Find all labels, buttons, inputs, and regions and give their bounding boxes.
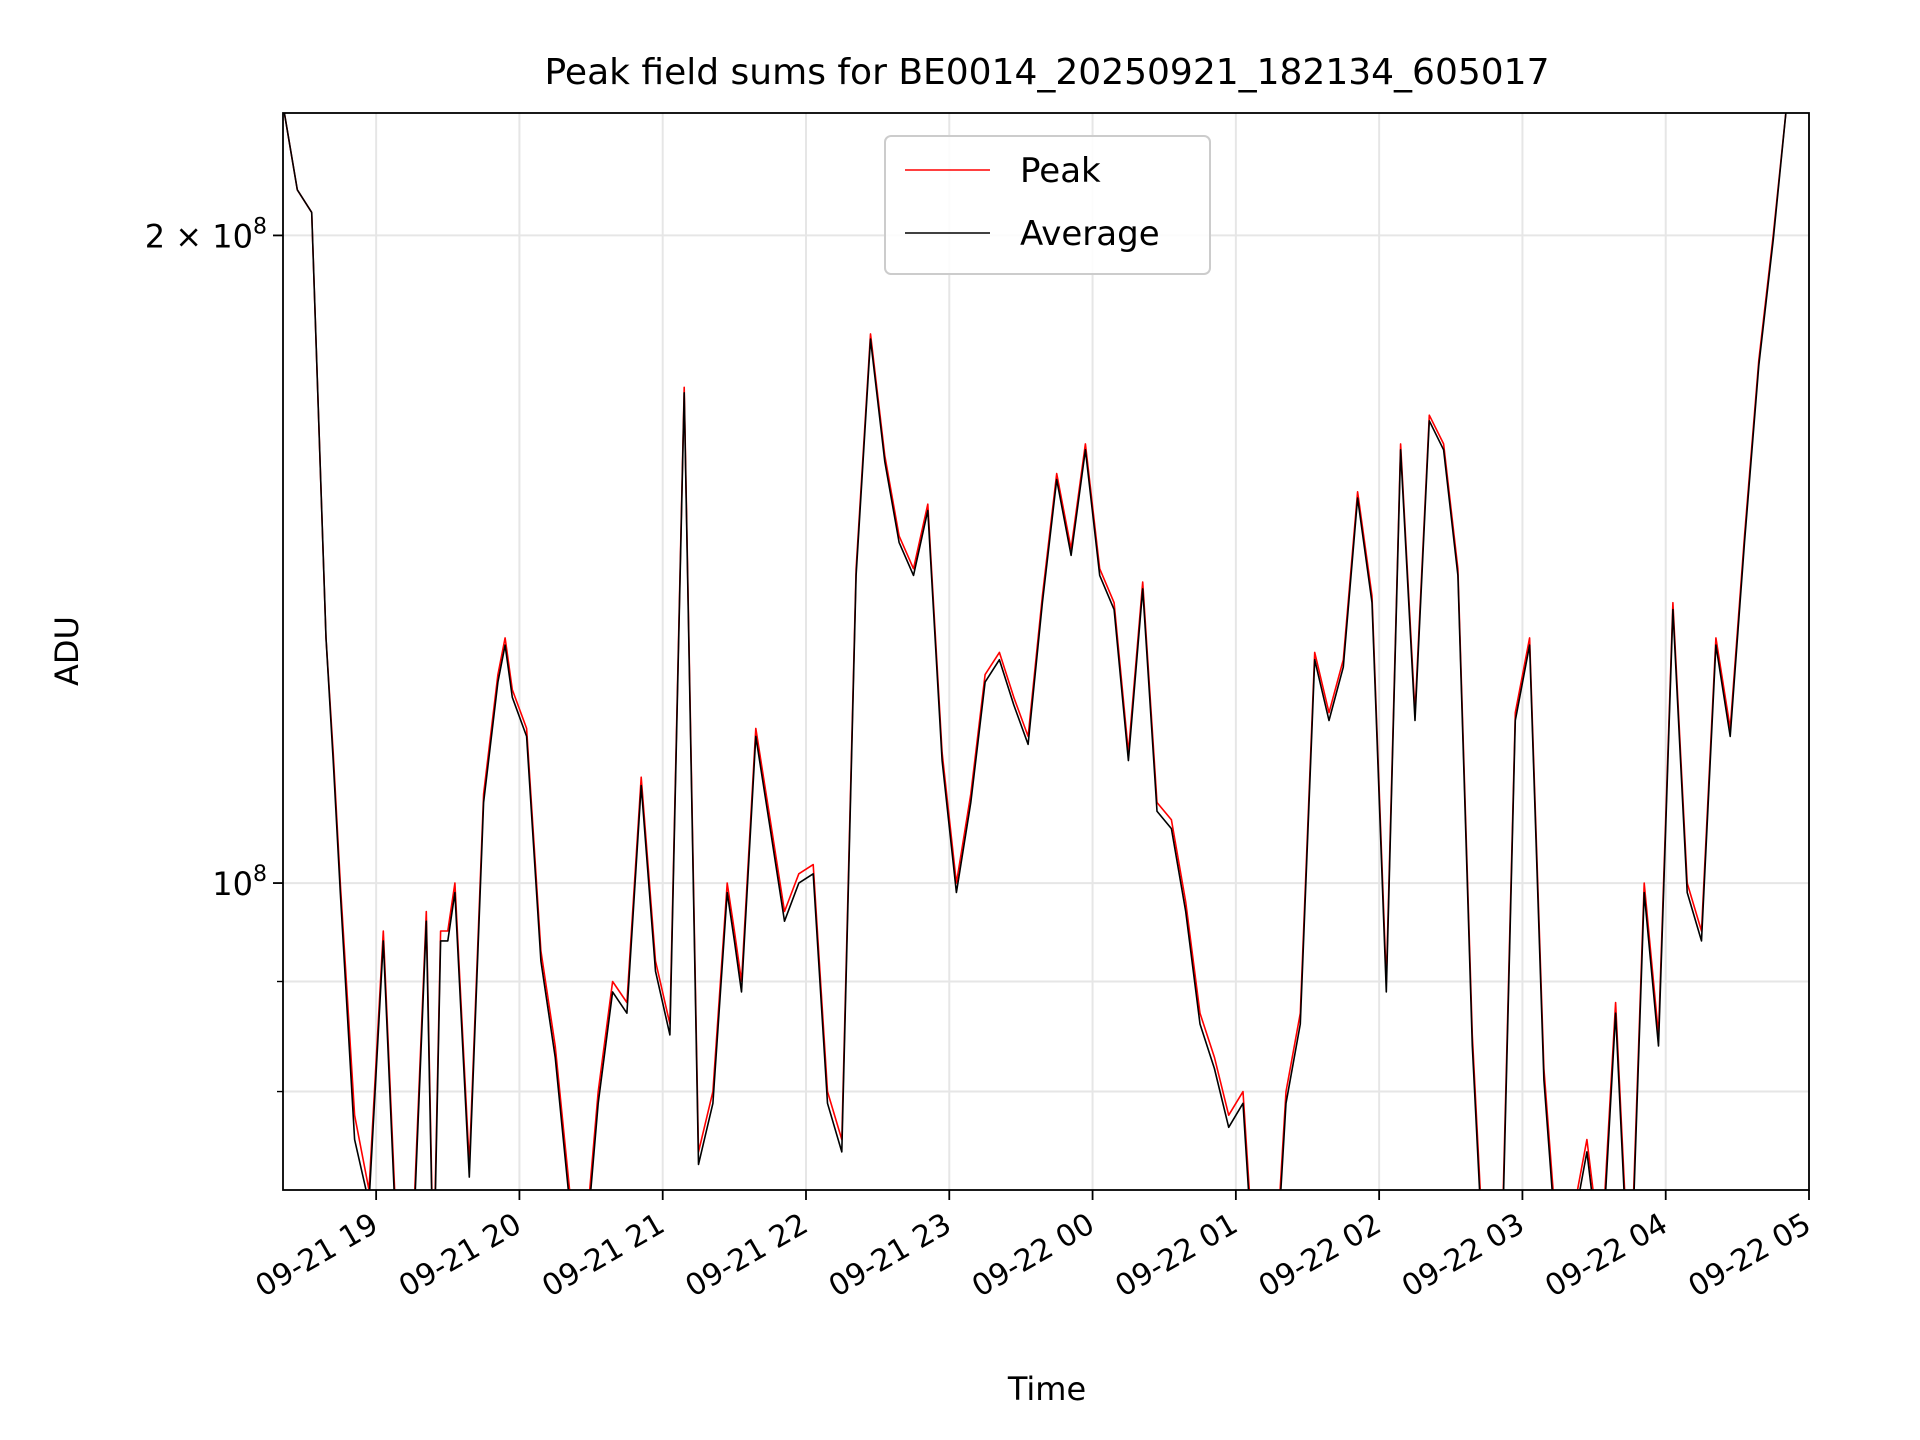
y-axis: 2 × 108 108: [145, 214, 283, 1093]
series-line-average: [283, 113, 1787, 1190]
y-tick-label: 108: [212, 862, 267, 903]
plot-frame: [282, 112, 1810, 1191]
x-axis-label: Time: [1007, 1370, 1086, 1408]
legend: Peak Average: [884, 135, 1211, 275]
y-axis-label: ADU: [48, 616, 86, 686]
plot-area: [283, 113, 1787, 1190]
legend-label-peak: Peak: [1020, 151, 1101, 191]
y-tick-label: 2 × 108: [145, 214, 267, 255]
chart-title: Peak field sums for BE0014_20250921_1821…: [545, 52, 1550, 93]
series-line-peak: [283, 113, 1787, 1190]
series-layer: [283, 113, 1787, 1190]
legend-label-average: Average: [1020, 214, 1160, 254]
